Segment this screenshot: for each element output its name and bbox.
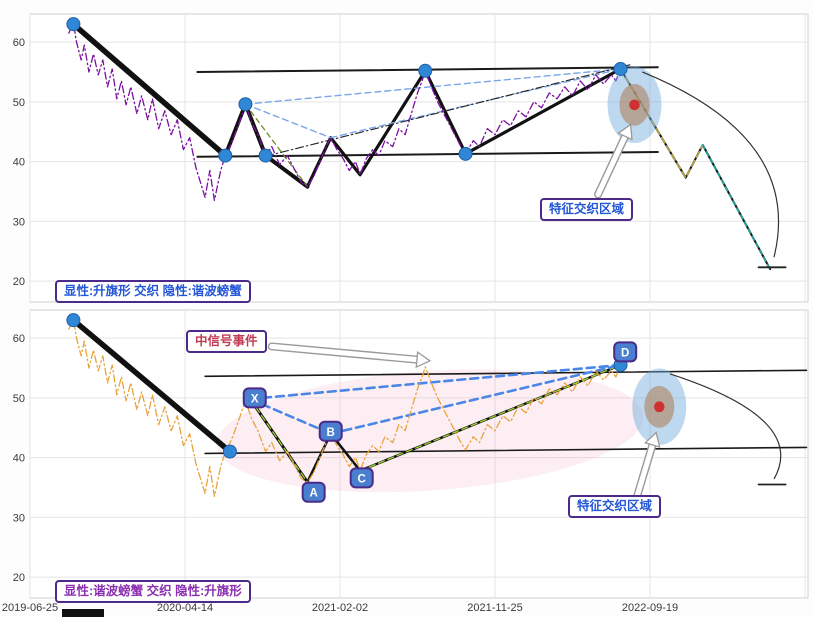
pivot-dot: [222, 444, 237, 459]
x-tick-label: 2021-11-25: [467, 602, 522, 614]
target-zone-ring: [629, 99, 640, 111]
channel-lower: [204, 446, 808, 455]
lower-panel-harmonic-crab: 20 30 40 50 60 2019-06-25 2020-04-14 2021-02-02…: [2, 309, 809, 614]
forecast-teal-dash: [701, 144, 771, 270]
x-tick-label: 2019-06-25: [2, 602, 58, 614]
x-tick-label: 2022-09-19: [622, 602, 678, 614]
pattern-point-badge-b: [318, 420, 343, 442]
pivot-dot: [66, 313, 81, 328]
annotation-arrow-head: [617, 123, 633, 141]
measure-dashdot-ad: [265, 64, 631, 157]
hidden-harmonic-xd: [244, 68, 622, 105]
y-tick-label: 20: [13, 572, 25, 584]
y-tick-label: 40: [13, 157, 25, 169]
y-tick-label: 30: [13, 512, 25, 524]
y-tick-label: 60: [13, 37, 25, 49]
pivot-dot: [218, 148, 233, 163]
hidden-harmonic-bd: [330, 68, 622, 139]
annotation-arrow-shaft: [269, 343, 420, 363]
pattern-point-badge-x: [242, 387, 267, 409]
y-tick-label: 30: [13, 216, 25, 228]
pivot-dot: [418, 63, 433, 78]
y-tick-label: 60: [13, 333, 25, 345]
pattern-point-label-b: B: [327, 427, 335, 439]
y-tick-label: 20: [13, 276, 25, 288]
leg-xa-green-dash: [249, 398, 309, 483]
y-tick-label: 50: [13, 393, 25, 405]
upper-panel-rising-flag: 20 30 40 50 60: [13, 13, 809, 303]
pivot-dot: [66, 17, 81, 32]
projection-arc-arrow: [642, 71, 780, 258]
pattern-point-label-x: X: [251, 393, 259, 405]
pivot-dot: [238, 97, 253, 112]
pattern-point-label-a: A: [309, 488, 317, 500]
x-tick-label: 2020-04-14: [157, 602, 213, 614]
leg-cd-green-dash: [359, 364, 622, 472]
signal-event-label: 中信号事件: [186, 330, 267, 353]
pattern-point-label-d: D: [621, 347, 629, 359]
zone-label-bottom: 特征交织区域: [568, 495, 662, 518]
pattern-legend-bottom: 显性:谐波螃蟹 交织 隐性:升旗形: [55, 580, 251, 603]
pivot-dot: [458, 146, 473, 161]
annotation-arrow-shaft: [634, 442, 656, 498]
flagpole: [70, 317, 233, 455]
harmonic-bd-dashed: [329, 363, 622, 436]
y-tick-label: 40: [13, 453, 25, 465]
annotation-arrow-head: [644, 431, 661, 449]
pivot-dot: [613, 61, 628, 76]
annotation-arrow-head: [415, 350, 432, 369]
channel-lower: [196, 151, 659, 158]
projection-arc-arrow: [669, 373, 782, 480]
pattern-point-label-c: C: [358, 473, 366, 485]
taskbar-stub[interactable]: [62, 609, 104, 617]
y-tick-label: 50: [13, 97, 25, 109]
hidden-harmonic-xa-green: [244, 103, 309, 188]
price-line-orange: [68, 318, 622, 498]
price-line-purple: [68, 22, 622, 202]
annotation-arrow-shaft: [595, 133, 628, 198]
harmonic-xd-dashed: [248, 363, 622, 401]
target-zone-ring: [654, 401, 665, 413]
x-tick-label: 2021-02-02: [312, 602, 368, 614]
pivot-dot: [258, 148, 273, 163]
plot-area: [29, 13, 809, 303]
flagpole: [70, 21, 229, 159]
pattern-point-badge-d: [613, 341, 638, 363]
zone-label-top: 特征交织区域: [540, 198, 634, 221]
channel-upper: [204, 369, 808, 378]
pattern-point-badge-c: [349, 467, 374, 489]
pattern-point-badge-a: [301, 481, 326, 503]
hidden-harmonic-xb: [244, 103, 332, 139]
pattern-legend-top: 显性:升旗形 交织 隐性:谐波螃蟹: [55, 280, 251, 303]
